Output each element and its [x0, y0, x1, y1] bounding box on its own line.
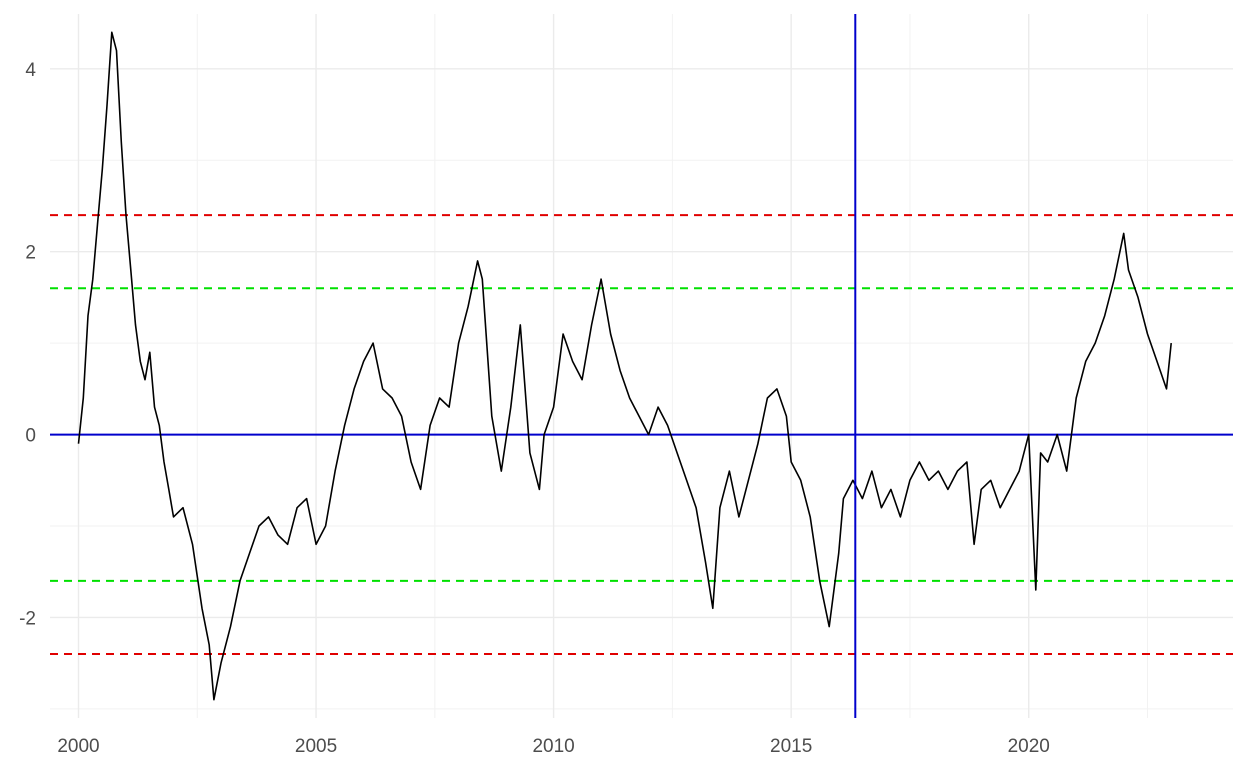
y-tick-label: 4 [25, 60, 36, 81]
x-tick-label: 2000 [57, 736, 99, 757]
grid-minor [50, 14, 1233, 718]
y-tick-label: -2 [19, 608, 36, 629]
series-line [77, 31, 1172, 701]
x-tick-label: 2020 [1008, 736, 1050, 757]
y-tick-label: 0 [25, 426, 36, 447]
y-axis-ticks: -2 0 2 4 [19, 60, 36, 630]
reference-lines [50, 214, 1233, 655]
x-axis-ticks: 2000 2005 2010 2015 2020 [57, 736, 1049, 757]
x-tick-label: 2015 [770, 736, 812, 757]
y-tick-label: 2 [25, 243, 36, 264]
series-layer [77, 31, 1172, 701]
x-tick-label: 2010 [532, 736, 574, 757]
grid-major [50, 14, 1233, 718]
x-tick-label: 2005 [295, 736, 337, 757]
